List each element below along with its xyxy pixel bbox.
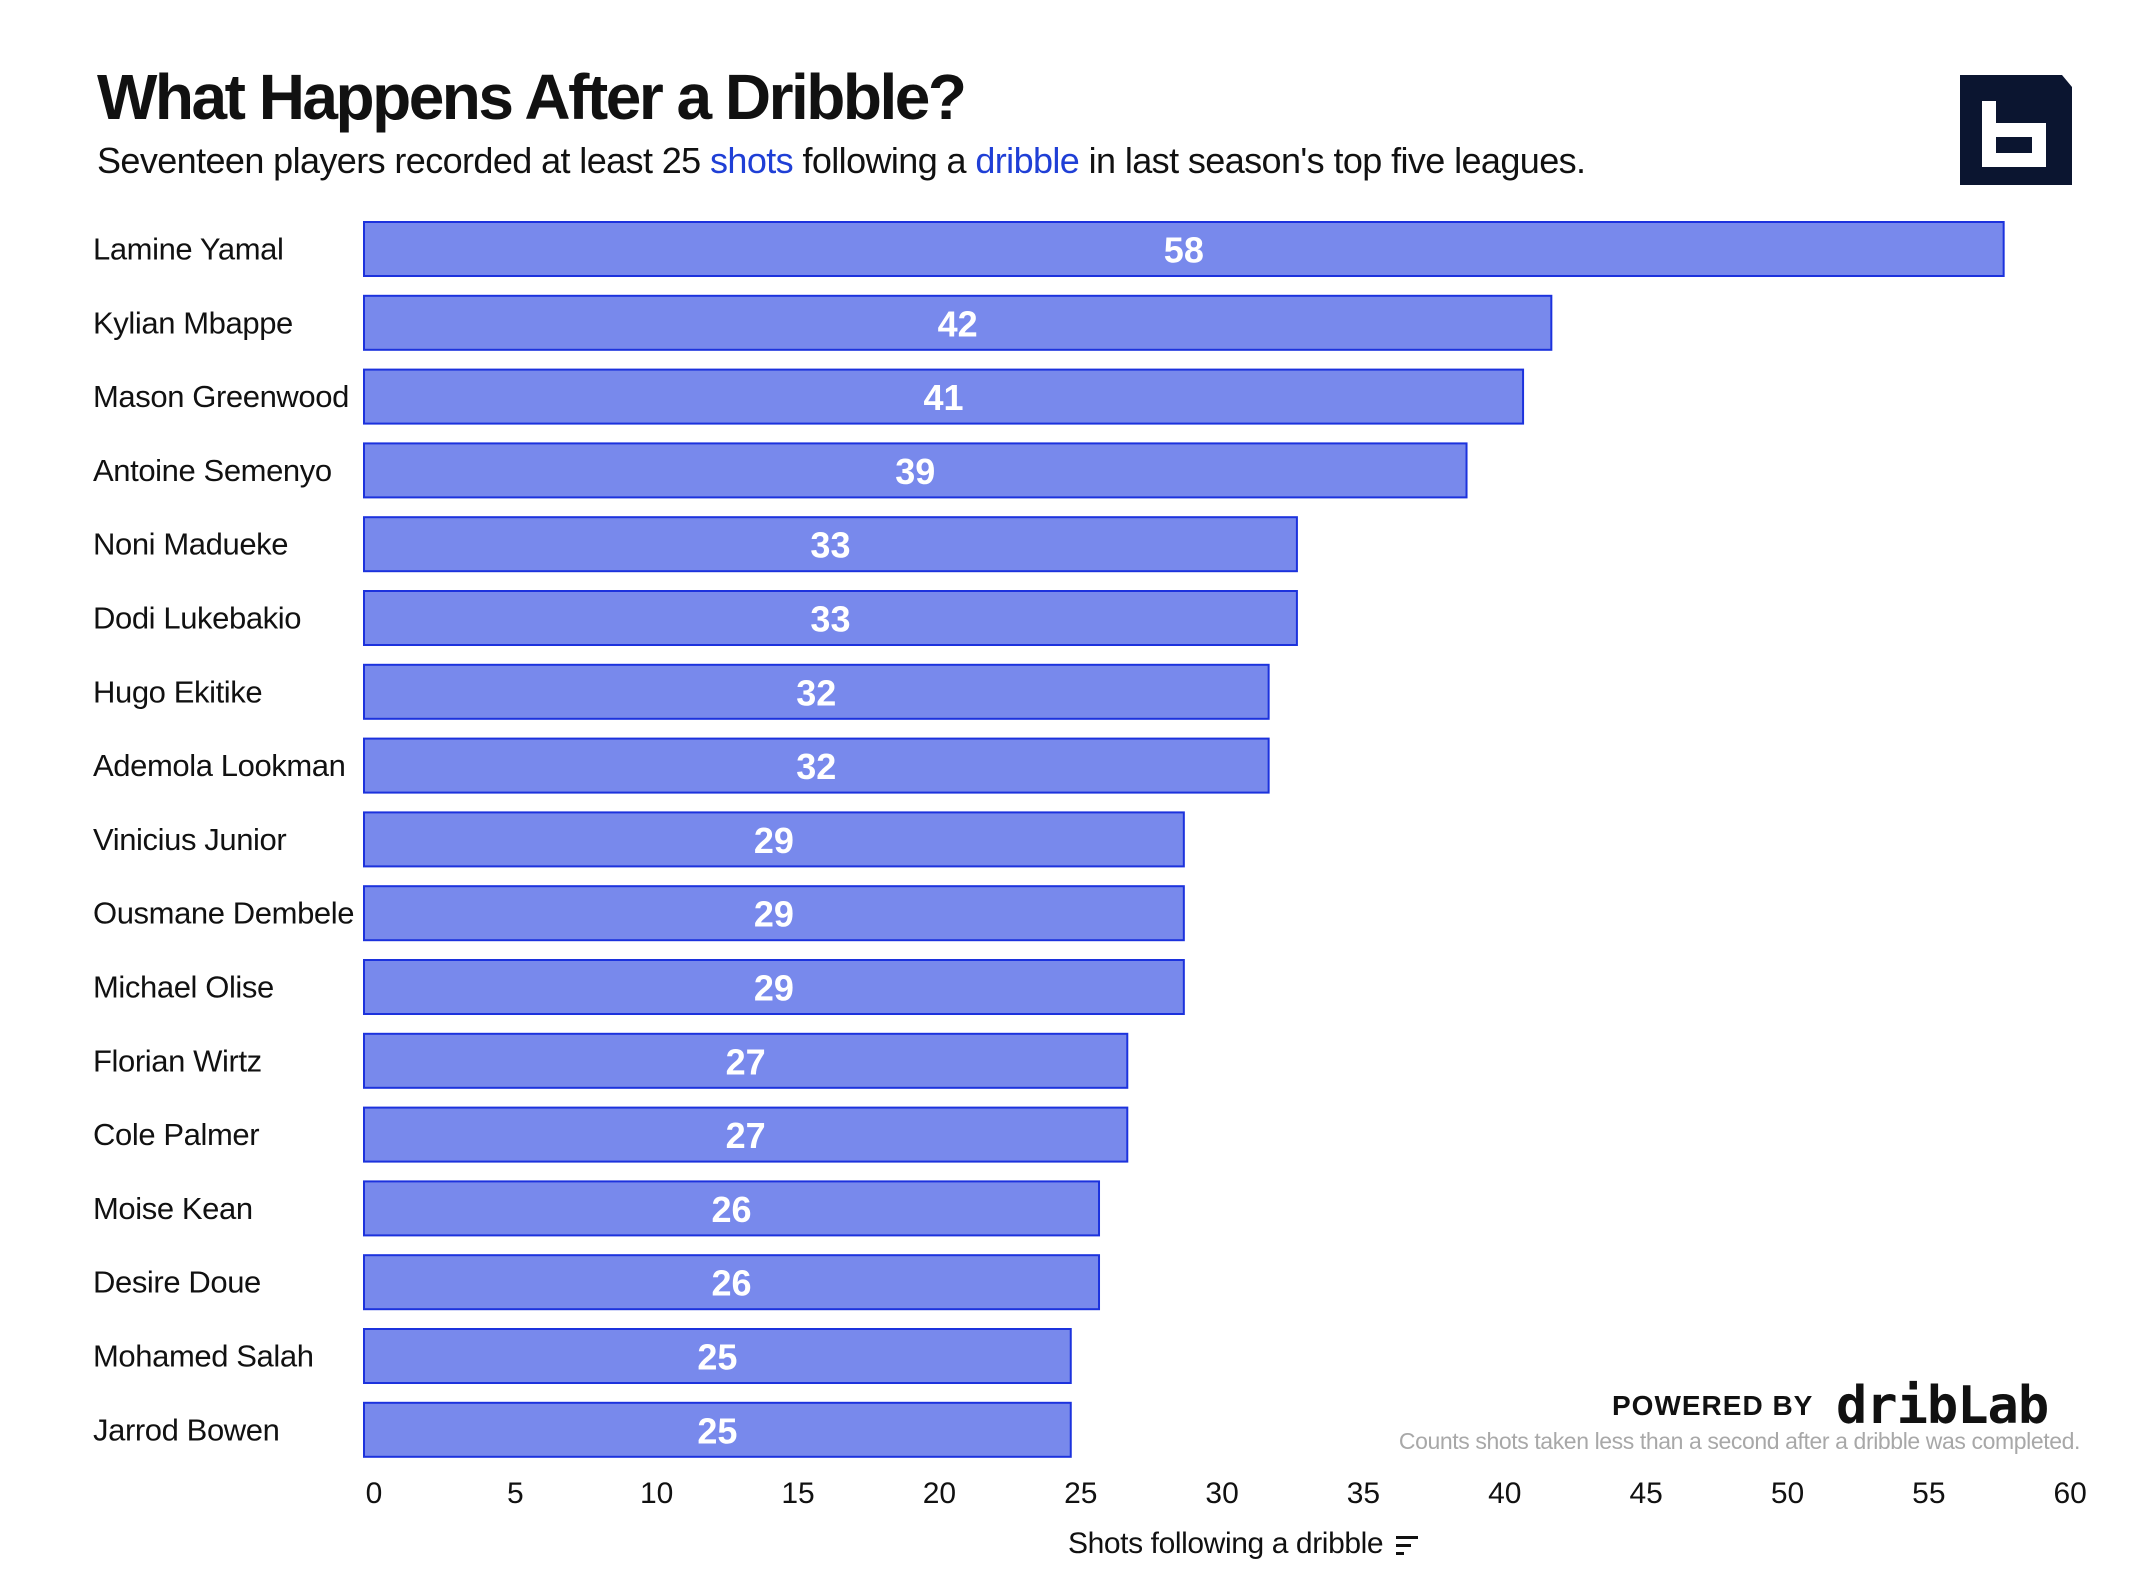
bar (363, 221, 2005, 277)
bar-value-label: 27 (726, 1041, 766, 1082)
footnote: Counts shots taken less than a second af… (1398, 1428, 2081, 1454)
bar (363, 737, 1270, 794)
x-tick-label: 30 (1205, 1477, 1238, 1510)
bar (363, 1032, 1129, 1089)
category-label: Florian Wirtz (93, 1043, 262, 1078)
bar-value-label: 26 (711, 1189, 751, 1230)
category-label: Michael Olise (93, 970, 274, 1005)
bar (363, 885, 1185, 942)
bar (363, 368, 1525, 425)
x-tick-label: 10 (640, 1477, 673, 1510)
bar (363, 442, 1468, 499)
bar-value-label: 29 (754, 820, 794, 861)
category-label: Lamine Yamal (93, 232, 284, 267)
x-tick-label: 35 (1347, 1477, 1380, 1510)
bar-value-label: 33 (810, 599, 850, 640)
x-tick-label: 45 (1629, 1477, 1662, 1510)
category-label: Dodi Lukebakio (93, 601, 301, 636)
x-tick-label: 15 (781, 1477, 814, 1510)
bar (363, 1401, 1072, 1458)
bar-value-label: 39 (895, 451, 935, 492)
category-label: Antoine Semenyo (93, 453, 332, 488)
category-label: Hugo Ekitike (93, 674, 262, 709)
bar-value-label: 58 (1164, 230, 1204, 271)
bar (363, 1254, 1101, 1311)
subtitle-text: Seventeen players recorded at least 25 (97, 140, 710, 181)
powered-by-label: POWERED BY (1612, 1390, 1814, 1421)
category-label: Desire Doue (93, 1265, 261, 1300)
subtitle-text: in last season's top five leagues. (1079, 140, 1586, 181)
category-label: Cole Palmer (93, 1117, 259, 1152)
x-axis-ticks: 0 5 10 15 20 25 30 35 40 45 50 55 60 (366, 1477, 2087, 1510)
category-label: Mason Greenwood (93, 379, 349, 414)
bar (363, 1180, 1101, 1237)
x-axis-label: Shots following a dribble (1068, 1527, 1384, 1560)
bar (363, 1106, 1129, 1163)
bar-value-label: 33 (810, 525, 850, 566)
bar-value-label: 27 (726, 1115, 766, 1156)
bar-value-label: 42 (938, 303, 978, 344)
b-logo-icon (1960, 75, 2072, 185)
category-label: Mohamed Salah (93, 1339, 314, 1374)
x-tick-label: 20 (923, 1477, 956, 1510)
bar-value-label: 25 (697, 1337, 737, 1378)
bar (363, 294, 1553, 351)
x-tick-label: 5 (507, 1477, 524, 1510)
bar (363, 663, 1270, 720)
x-tick-label: 40 (1488, 1477, 1521, 1510)
category-label: Vinicius Junior (93, 822, 286, 857)
bar (363, 590, 1298, 646)
bar-value-label: 41 (924, 377, 964, 418)
driblab-brand-logo: dribLab (1836, 1376, 2049, 1436)
sort-icon[interactable] (1396, 1534, 1420, 1556)
category-label: Noni Madueke (93, 527, 288, 562)
subtitle-highlight-shots: shots (710, 140, 794, 181)
bar-value-label: 25 (697, 1410, 737, 1451)
bar-value-label: 26 (711, 1263, 751, 1304)
category-labels: Lamine Yamal Kylian Mbappe Mason Greenwood… (93, 232, 354, 1448)
chart-subtitle: Seventeen players recorded at least 25 s… (97, 140, 1586, 182)
subtitle-text: following a (793, 140, 976, 181)
category-label: Ademola Lookman (93, 748, 346, 783)
bar-value-label: 29 (754, 894, 794, 935)
x-tick-label: 50 (1771, 1477, 1804, 1510)
subtitle-highlight-dribble: dribble (975, 140, 1080, 181)
category-label: Kylian Mbappe (93, 305, 293, 340)
bar-value-label: 32 (796, 746, 836, 787)
chart-title: What Happens After a Dribble? (97, 61, 967, 133)
category-label: Ousmane Dembele (93, 896, 354, 931)
bar (363, 1328, 1072, 1384)
x-tick-label: 0 (366, 1477, 383, 1510)
category-label: Jarrod Bowen (93, 1412, 279, 1447)
bar (363, 959, 1185, 1015)
bar (363, 811, 1185, 868)
bar-value-label: 29 (754, 968, 794, 1009)
x-tick-label: 60 (2054, 1477, 2087, 1510)
x-tick-label: 25 (1064, 1477, 1097, 1510)
bar (363, 516, 1298, 573)
category-label: Moise Kean (93, 1191, 253, 1226)
x-tick-label: 55 (1912, 1477, 1945, 1510)
bar-value-label: 32 (796, 672, 836, 713)
